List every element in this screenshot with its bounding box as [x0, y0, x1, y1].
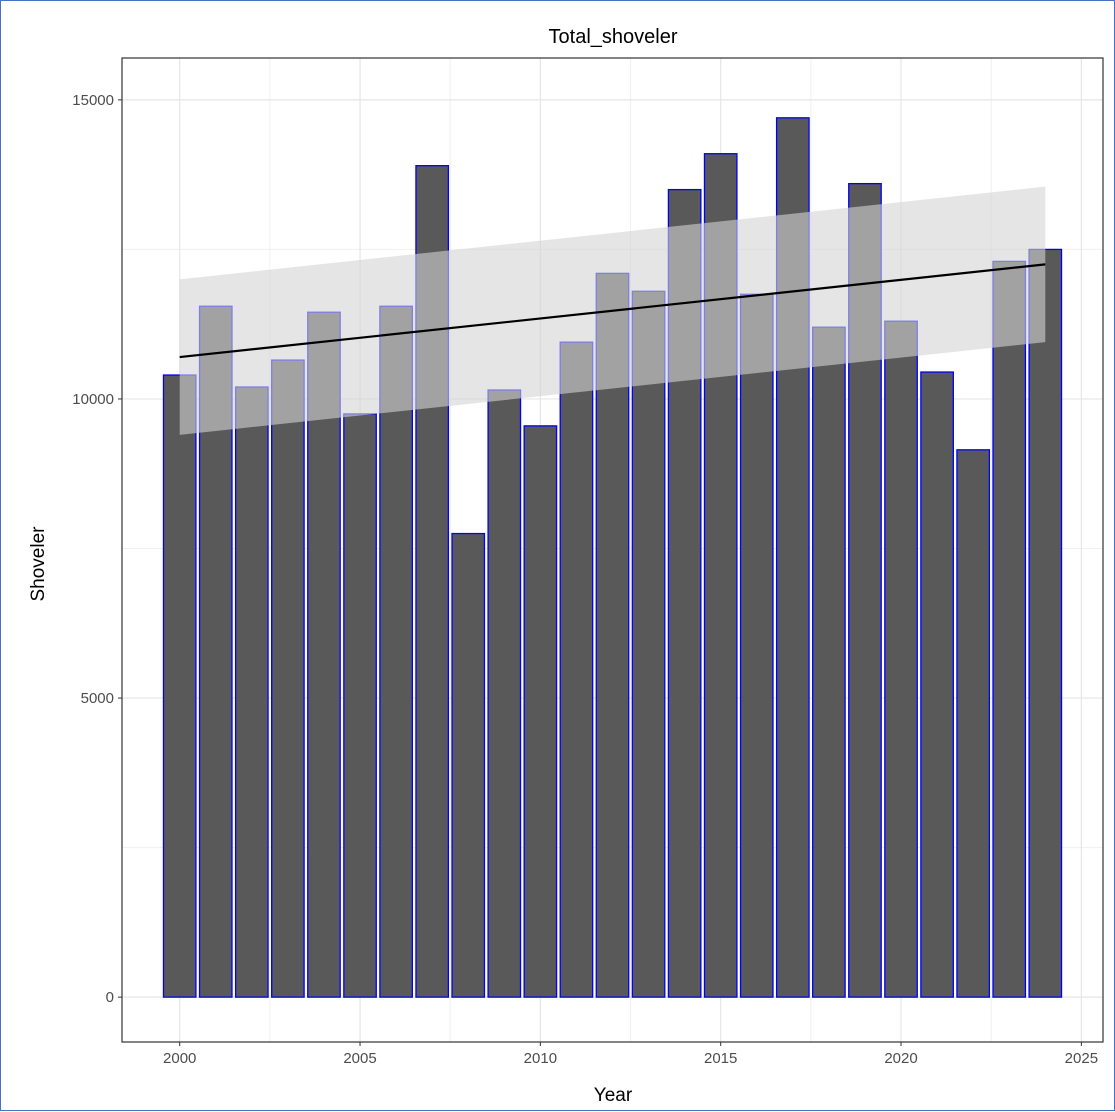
- bar-2005: [343, 413, 377, 998]
- bar-2020: [884, 320, 918, 998]
- trend-line: [179, 263, 1046, 359]
- plot-area: 0 5000 10000 15000 2000 2005 2010 2015 2020 2025: [72, 57, 1104, 1067]
- y-tick-label-15000: 15000: [72, 92, 114, 109]
- bar-2024: [1028, 248, 1063, 998]
- bar-2009: [487, 389, 522, 998]
- chart-title: Total_shoveler: [549, 26, 678, 48]
- bar-2011: [559, 341, 594, 998]
- x-tick-label-2025: 2025: [1065, 1050, 1098, 1067]
- bar-2013: [631, 290, 666, 998]
- x-tick-label-2015: 2015: [704, 1050, 737, 1067]
- bar-2008: [451, 532, 486, 998]
- bar-2016: [739, 293, 774, 998]
- bar-2021: [920, 371, 954, 998]
- bar-2022: [956, 449, 991, 998]
- x-tick-label-2000: 2000: [163, 1050, 196, 1067]
- x-axis-title: Year: [594, 1085, 633, 1106]
- bar-2000: [162, 374, 197, 998]
- bar-2023: [992, 260, 1027, 998]
- bar-2012: [595, 272, 630, 998]
- x-tick-label-2010: 2010: [524, 1050, 557, 1067]
- y-tick-label-0: 0: [106, 989, 114, 1006]
- bar-2002: [234, 386, 269, 998]
- x-tick-label-2020: 2020: [884, 1050, 917, 1067]
- bar-2004: [307, 311, 341, 998]
- bar-2018: [812, 326, 846, 998]
- y-tick-label-5000: 5000: [81, 690, 114, 707]
- bar-2010: [523, 425, 558, 998]
- x-tick-label-2005: 2005: [343, 1050, 376, 1067]
- y-tick-label-10000: 10000: [72, 391, 114, 408]
- y-axis-title: Shoveler: [28, 526, 49, 602]
- plot-border: [121, 57, 1104, 1043]
- bar-2003: [271, 359, 305, 998]
